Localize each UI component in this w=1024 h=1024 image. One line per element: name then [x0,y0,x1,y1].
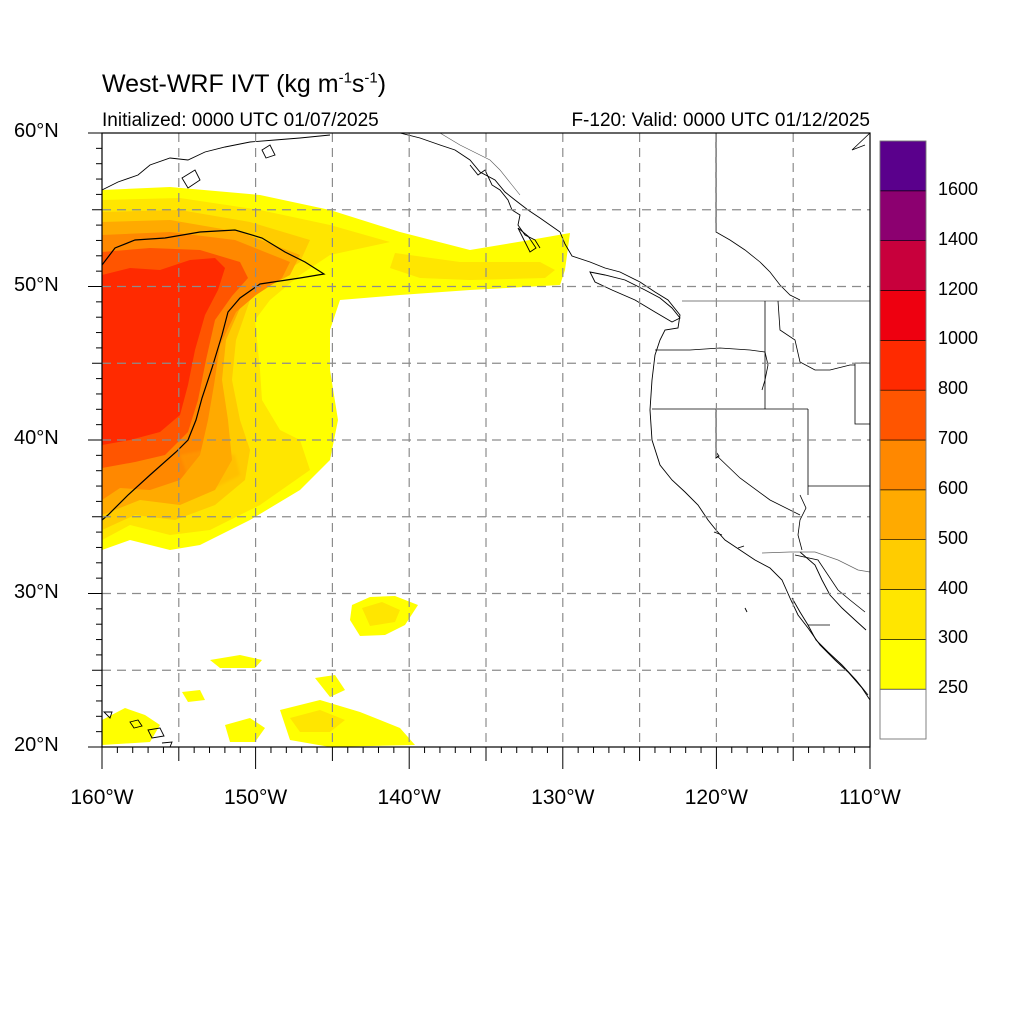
kodiak-island [181,169,201,189]
montana-wyoming [854,362,870,425]
colorbar-label: 700 [938,428,969,448]
maui [147,727,165,739]
lon-tick-label: 140°W [377,786,441,809]
title-exponent-2: -1 [364,69,378,87]
lat-tick-label: 50°N [14,273,59,296]
lon-tick-label: 120°W [684,786,749,809]
lat-tick-label: 30°N [14,580,59,603]
colorbar-label: 1200 [938,278,979,299]
channel-islands [713,531,745,549]
mexico-border [761,551,870,573]
ivt-blob-300 [290,710,345,732]
alaska-coast [102,134,331,191]
graticule [102,133,870,747]
oahu [102,711,113,719]
guadalupe-island [744,607,748,613]
colorbar-box [879,439,927,491]
colorbar-label: 1600 [938,178,979,199]
lon-tick-label: 110°W [839,786,901,809]
ivt-blob-250 [315,675,345,697]
lat-tick-label: 40°N [14,427,59,449]
lat-tick-label: 60°N [14,120,59,142]
california-nevada-border [715,409,801,516]
colorbar-box-below-min [879,688,927,740]
colorbar-box [879,539,927,590]
colorbar-box [879,290,927,341]
mainland-bc-border [715,133,801,301]
ivt-shading [102,187,570,747]
hawaii-big-island [129,719,143,729]
west-coast [559,231,870,701]
axis-ticks [88,132,871,769]
title-text: West-WRF IVT (kg m [102,70,339,98]
gulf-of-alaska-coast [399,133,561,233]
ivt-blob-250 [182,690,205,702]
colorbar-box [879,589,927,640]
title-text-mid: s [351,70,365,98]
colorbar-label: 500 [938,527,969,548]
colorbar-box [879,389,927,441]
colorbar-box [879,489,927,540]
kenai-coast [261,144,276,159]
ivt-threshold-contour [102,229,326,521]
colorbar-label: 800 [938,378,969,399]
baja-peninsula [791,597,869,696]
sonora-chihuahua [794,554,866,613]
haida-gwaii [517,227,537,253]
idaho-panhandle [777,300,855,371]
title-text-end: ) [377,70,387,98]
coastlines [102,133,870,747]
alaska-canada-border [851,133,870,151]
washington-oregon-border [655,347,769,391]
figure-title: West-WRF IVT (kg m-1s-1) [102,70,386,99]
colorbar-frame [879,140,927,740]
colorbar-box [879,639,927,690]
lat-tick-label: 20°N [14,734,59,756]
lon-tick-label: 160°W [70,786,134,809]
gulf-of-california-coast [799,551,867,631]
colorbar-box [879,240,927,291]
colorbar-box [879,340,927,391]
ivt-blob-250 [210,655,262,668]
colorbar-label: 250 [938,677,969,698]
init-time: Initialized: 0000 UTC 01/07/2025 [102,110,379,131]
colorbar-box [879,190,927,241]
lon-tick-label: 150°W [223,786,288,809]
ivt-contour-800 [102,258,225,445]
colorbar [879,140,927,740]
colorbar-box [879,140,927,192]
vancouver-island [589,271,681,323]
political-boundaries [439,133,870,626]
valid-time: F-120: Valid: 0000 UTC 01/12/2025 [571,110,870,131]
colorado-river [797,494,807,551]
colorbar-label: 1400 [938,228,979,249]
colorbar-label: 1000 [938,328,979,349]
colorbar-label: 600 [938,477,969,498]
ivt-blob-300 [362,602,400,626]
title-exponent-1: -1 [338,69,352,87]
hawaii-south [161,741,173,747]
ivt-blob-300 [390,253,555,280]
ivt-blob-250 [102,708,160,745]
colorbar-label: 300 [938,627,969,648]
lon-tick-label: 130°W [531,786,595,809]
colorbar-label: 400 [938,577,969,598]
panhandle-islands [469,164,541,249]
ivt-blob-250 [225,718,265,742]
alaska-yukon-panhandle [439,133,521,196]
